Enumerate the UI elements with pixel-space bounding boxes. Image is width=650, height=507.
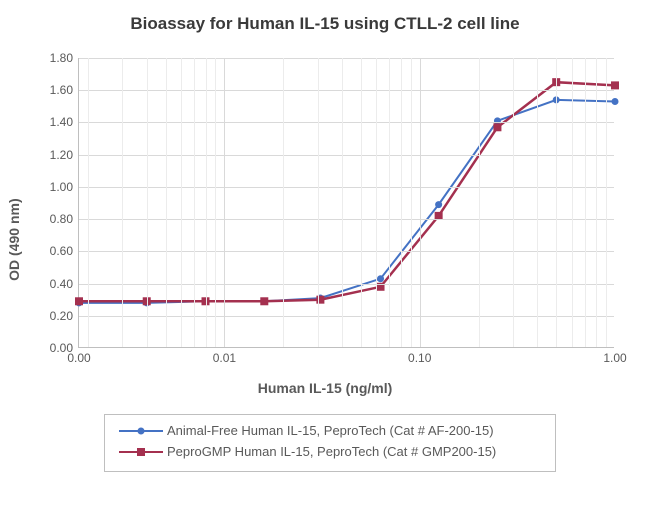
data-point-marker — [493, 123, 501, 131]
gridline-v — [596, 58, 597, 347]
series-line — [79, 82, 615, 301]
y-tick-label: 0.60 — [50, 244, 79, 258]
y-axis-label: OD (490 nm) — [6, 198, 22, 280]
gridline-v — [361, 58, 362, 347]
gridline-h — [79, 155, 614, 156]
gridline-h — [79, 316, 614, 317]
gridline-h — [79, 187, 614, 188]
gridline-v — [513, 58, 514, 347]
gridline-h — [79, 284, 614, 285]
y-tick-label: 1.00 — [50, 180, 79, 194]
gridline-v — [537, 58, 538, 347]
x-tick-label: 0.01 — [213, 351, 236, 365]
x-tick-label: 0.10 — [408, 351, 431, 365]
legend-swatch — [119, 445, 163, 459]
gridline-v — [401, 58, 402, 347]
gridline-v — [166, 58, 167, 347]
x-tick-label: 0.00 — [67, 351, 90, 365]
y-tick-label: 0.80 — [50, 212, 79, 226]
gridline-h — [79, 251, 614, 252]
data-point-marker — [435, 201, 442, 208]
gridline-v — [479, 58, 480, 347]
legend-label: Animal-Free Human IL-15, PeproTech (Cat … — [167, 421, 494, 442]
chart-title: Bioassay for Human IL-15 using CTLL-2 ce… — [0, 14, 650, 34]
gridline-v — [88, 58, 89, 347]
gridline-v — [389, 58, 390, 347]
legend-swatch — [119, 424, 163, 438]
gridline-h — [79, 58, 614, 59]
gridline-v — [215, 58, 216, 347]
gridline-v — [224, 58, 225, 347]
gridline-v — [420, 58, 421, 347]
gridline-v — [411, 58, 412, 347]
gridline-v — [122, 58, 123, 347]
legend-item: Animal-Free Human IL-15, PeproTech (Cat … — [119, 421, 541, 442]
data-point-marker — [75, 297, 83, 305]
gridline-v — [206, 58, 207, 347]
data-point-marker — [260, 297, 268, 305]
plot-area: 0.000.200.400.600.801.001.201.401.601.80… — [78, 58, 614, 348]
legend-label: PeproGMP Human IL-15, PeproTech (Cat # G… — [167, 442, 496, 463]
y-tick-label: 1.20 — [50, 148, 79, 162]
y-tick-label: 0.20 — [50, 309, 79, 323]
y-tick-label: 1.40 — [50, 115, 79, 129]
gridline-h — [79, 122, 614, 123]
legend: Animal-Free Human IL-15, PeproTech (Cat … — [104, 414, 556, 472]
gridline-v — [342, 58, 343, 347]
series-line — [79, 100, 615, 303]
gridline-v — [606, 58, 607, 347]
x-axis-label: Human IL-15 (ng/ml) — [0, 380, 650, 396]
gridline-h — [79, 219, 614, 220]
gridline-v — [283, 58, 284, 347]
series-layer — [79, 58, 615, 348]
y-tick-label: 1.60 — [50, 83, 79, 97]
gridline-v — [147, 58, 148, 347]
data-point-marker — [611, 81, 619, 89]
y-tick-label: 1.80 — [50, 51, 79, 65]
gridline-v — [556, 58, 557, 347]
gridline-v — [194, 58, 195, 347]
data-point-marker — [377, 275, 384, 282]
gridline-v — [376, 58, 377, 347]
gridline-v — [572, 58, 573, 347]
gridline-v — [181, 58, 182, 347]
gridline-v — [318, 58, 319, 347]
data-point-marker — [612, 98, 619, 105]
gridline-v — [585, 58, 586, 347]
y-tick-label: 0.40 — [50, 277, 79, 291]
legend-item: PeproGMP Human IL-15, PeproTech (Cat # G… — [119, 442, 541, 463]
chart-container: Bioassay for Human IL-15 using CTLL-2 ce… — [0, 0, 650, 507]
x-tick-label: 1.00 — [603, 351, 626, 365]
gridline-h — [79, 90, 614, 91]
